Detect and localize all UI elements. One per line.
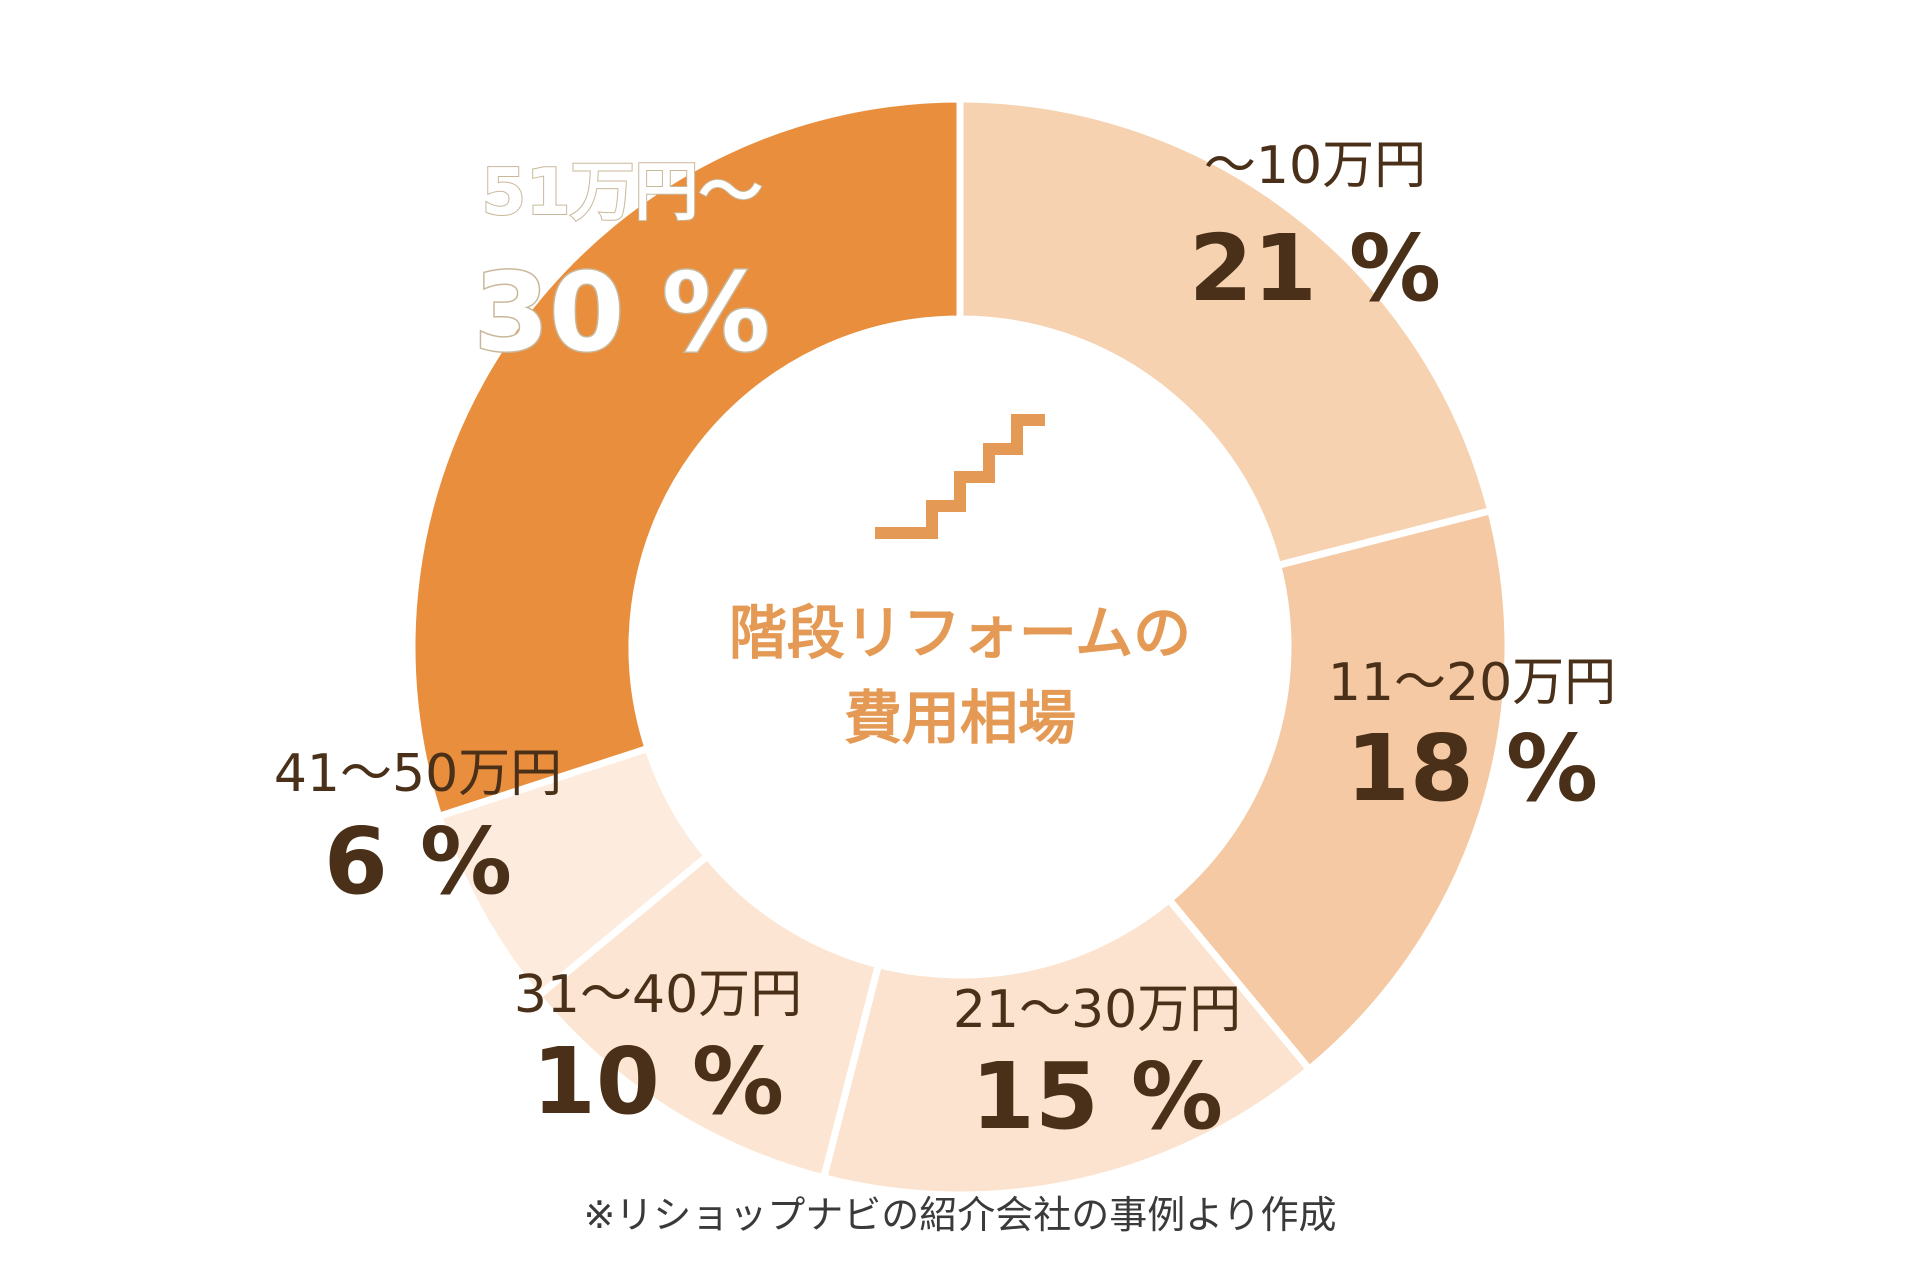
value-label: 10 % [532, 1028, 784, 1135]
category-label: 51万円〜 [481, 156, 762, 230]
center-title-line: 階段リフォームの [729, 599, 1191, 667]
value-label: 6 % [324, 808, 512, 915]
donut-slices [408, 95, 1512, 1199]
category-label: 〜10万円 [1204, 136, 1426, 196]
footnote: ※リショップナビの紹介会社の事例より作成 [583, 1193, 1337, 1237]
center-title-line: 費用相場 [844, 684, 1076, 752]
value-label: 21 % [1189, 215, 1441, 322]
donut-slice [819, 894, 1315, 1199]
donut-slice [956, 95, 1496, 570]
category-label: 31〜40万円 [514, 965, 802, 1025]
stairs-icon [875, 414, 1045, 539]
value-label: 30 % [474, 251, 770, 376]
donut-slice [408, 95, 964, 821]
category-label: 21〜30万円 [953, 980, 1241, 1040]
value-label: 15 % [971, 1043, 1223, 1150]
value-label: 18 % [1346, 715, 1598, 822]
donut-slice [1164, 506, 1512, 1075]
category-label: 41〜50万円 [274, 744, 562, 804]
category-label: 11〜20万円 [1328, 653, 1616, 713]
